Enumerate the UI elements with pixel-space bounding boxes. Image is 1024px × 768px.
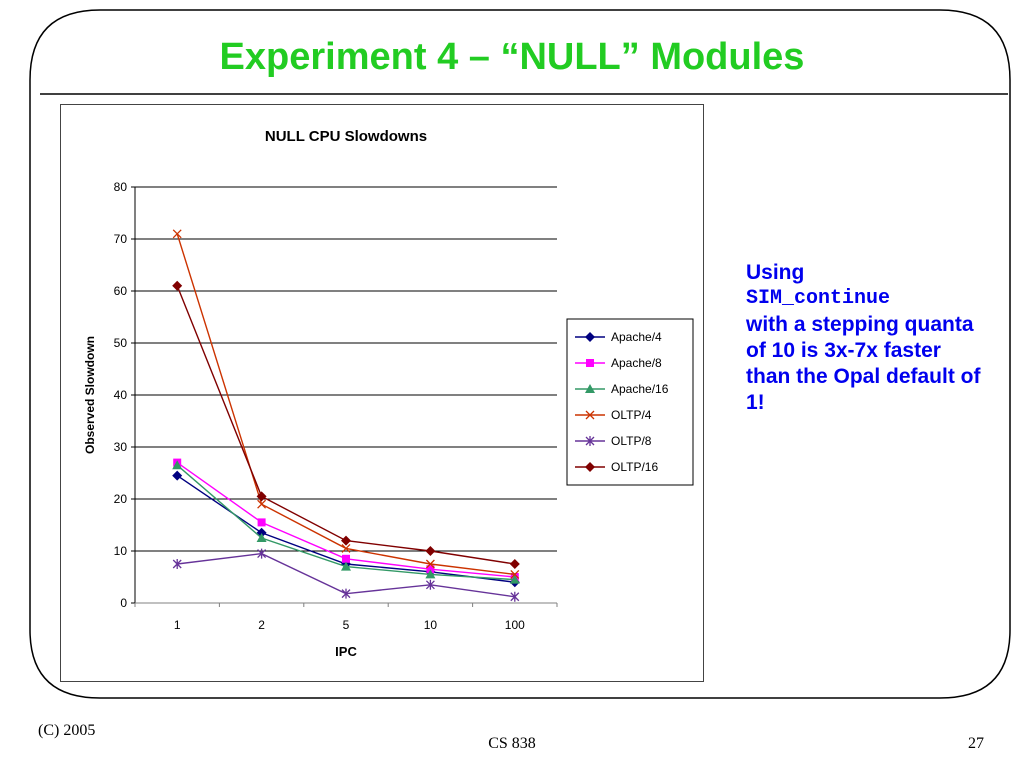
legend-label-apache-8: Apache/8 [611, 356, 662, 370]
data-point-oltp-8 [510, 591, 520, 602]
data-point-oltp-8 [172, 559, 182, 569]
data-point-oltp-8 [257, 548, 267, 559]
legend-label-apache-16: Apache/16 [611, 382, 669, 396]
y-tick-label: 20 [114, 492, 128, 506]
x-axis-label: IPC [335, 644, 357, 659]
data-point-oltp-4 [510, 569, 520, 579]
legend-marker-apache-4 [585, 332, 595, 342]
legend-marker-oltp-4 [585, 410, 595, 420]
y-tick-label: 80 [114, 180, 128, 194]
data-point-apache-8 [426, 565, 435, 574]
legend-marker-oltp-16 [585, 462, 595, 472]
note-code: SIM_continue [746, 287, 891, 310]
legend-label-apache-4: Apache/4 [611, 330, 662, 344]
chart-title: NULL CPU Slowdowns [265, 128, 427, 145]
x-tick-label: 2 [258, 618, 265, 632]
x-tick-label: 1 [174, 618, 181, 632]
legend-marker-apache-8 [586, 359, 594, 367]
data-point-apache-16 [509, 574, 520, 584]
series-line-oltp-4 [176, 233, 515, 576]
slide-title: Experiment 4 – “NULL” Modules [219, 36, 805, 78]
data-point-oltp-4 [172, 229, 182, 239]
data-point-apache-16 [425, 569, 436, 579]
footer-copyright: (C) 2005 [38, 722, 96, 739]
series-line-oltp-16 [176, 285, 515, 565]
data-point-oltp-16 [256, 491, 267, 502]
y-tick-label: 10 [114, 544, 128, 558]
y-axis-label: Observed Slowdown [83, 336, 97, 454]
legend-box [566, 318, 694, 486]
data-point-oltp-16 [172, 280, 183, 291]
data-point-oltp-16 [509, 559, 520, 569]
data-point-apache-8 [257, 518, 266, 527]
data-point-oltp-8 [341, 588, 351, 599]
side-note: Using SIM_continue with a stepping quant… [746, 260, 986, 416]
chart-container: NULL CPU Slowdowns 0 10 20 30 40 50 60 70 80 1 2 5 10… [60, 104, 704, 682]
data-point-apache-8 [342, 554, 350, 563]
line-chart: NULL CPU Slowdowns 0 10 20 30 40 50 60 70 80 1 2 5 10… [83, 128, 694, 659]
data-point-oltp-8 [425, 579, 435, 590]
x-tick-label: 100 [505, 618, 525, 632]
data-point-apache-16 [172, 460, 183, 470]
data-point-oltp-16 [341, 535, 351, 546]
legend-label-oltp-16: OLTP/16 [611, 460, 658, 474]
data-point-apache-16 [256, 533, 267, 542]
legend-marker-apache-16 [585, 384, 595, 393]
y-tick-label: 0 [120, 596, 127, 610]
x-tick-label: 10 [424, 618, 438, 632]
footer-page-number: 27 [968, 735, 984, 752]
note-line1: Using [746, 261, 805, 284]
legend-label-oltp-4: OLTP/4 [611, 408, 652, 422]
y-tick-label: 50 [114, 336, 128, 350]
data-point-apache-4 [172, 470, 183, 481]
data-point-oltp-4 [425, 559, 435, 569]
footer-course: CS 838 [488, 735, 536, 752]
data-point-oltp-4 [257, 499, 267, 509]
data-point-oltp-16 [425, 546, 436, 556]
note-rest: with a stepping quanta of 10 is 3x-7x fa… [746, 313, 981, 414]
y-tick-label: 40 [114, 388, 128, 402]
legend-label-oltp-8: OLTP/8 [611, 434, 652, 448]
y-tick-label: 70 [114, 232, 128, 246]
data-point-oltp-4 [341, 543, 351, 553]
data-point-apache-16 [341, 561, 351, 571]
y-tick-label: 60 [114, 284, 128, 298]
x-tick-label: 5 [343, 618, 350, 632]
y-tick-label: 30 [114, 440, 128, 454]
legend-marker-oltp-8 [585, 436, 595, 446]
